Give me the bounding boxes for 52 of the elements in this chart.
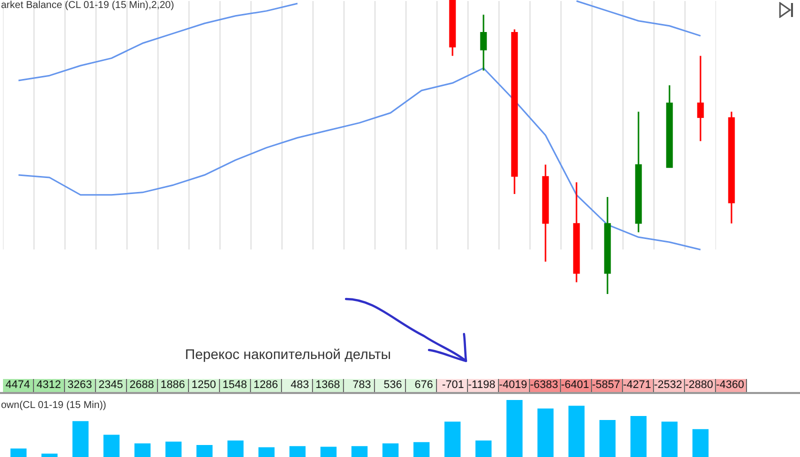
data-label: 4474 (3, 379, 34, 392)
data-label: 783 (344, 379, 375, 392)
chart-title: arket Balance (CL 01-19 (15 Min),2,20) (1, 0, 174, 11)
bar (630, 416, 647, 457)
bar (165, 442, 182, 457)
bar (289, 446, 306, 457)
bar (258, 447, 275, 457)
data-label: 2688 (127, 379, 158, 392)
bar (72, 421, 89, 457)
bar (103, 434, 120, 457)
bar (382, 443, 399, 457)
chart-title: own(CL 01-19 (15 Min)) (1, 400, 106, 411)
data-label: 4312 (34, 379, 65, 392)
text: Перекос накопительной дельты (185, 346, 391, 362)
data-label: -5857 (592, 379, 623, 392)
data-label: -4271 (623, 379, 654, 392)
data-label: 536 (375, 379, 406, 392)
data-label: -701 (437, 379, 468, 392)
data-label: -2532 (654, 379, 685, 392)
bar (506, 400, 523, 457)
bar (475, 440, 492, 457)
data-label: -1198 (468, 379, 499, 392)
candlestick (697, 55, 704, 142)
bar (134, 443, 151, 457)
bar (568, 406, 585, 457)
bar (351, 446, 368, 457)
data-label: -6383 (530, 379, 561, 392)
data-label: -4019 (499, 379, 530, 392)
bar (227, 440, 244, 457)
data-label: 1886 (158, 379, 189, 392)
bar (444, 422, 461, 457)
data-label: 1286 (251, 379, 282, 392)
data-label: -2880 (685, 379, 716, 392)
bar (196, 445, 213, 457)
data-label: 2345 (96, 379, 127, 392)
data-label: 676 (406, 379, 437, 392)
bar (320, 446, 337, 457)
data-label: -6401 (561, 379, 592, 392)
data-label: 483 (282, 379, 313, 392)
candlestick (480, 14, 487, 72)
data-label: 3263 (65, 379, 96, 392)
bar (692, 429, 709, 457)
data-label: 1368 (313, 379, 344, 392)
data-label: -4360 (716, 379, 747, 392)
data-label: 1548 (220, 379, 251, 392)
data-label: 1250 (189, 379, 220, 392)
bar (537, 408, 554, 457)
bar (413, 442, 430, 457)
bar (10, 448, 27, 457)
bar (661, 422, 678, 457)
bar (599, 420, 616, 457)
bar (41, 454, 58, 457)
